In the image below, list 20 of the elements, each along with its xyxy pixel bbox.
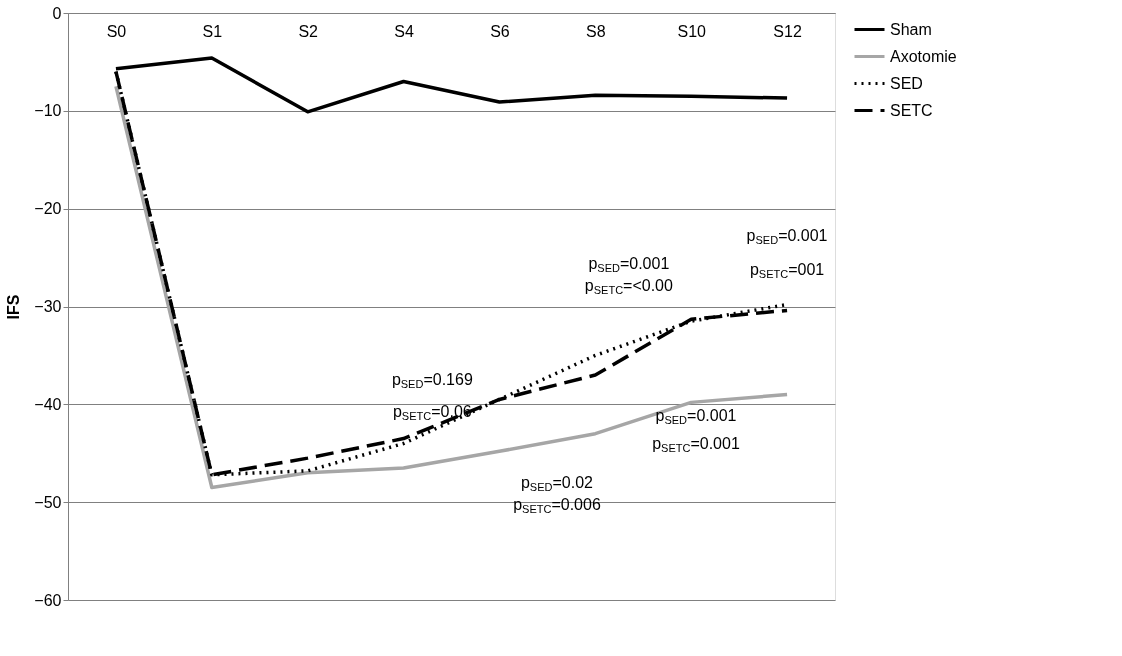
legend-label: Axotomie bbox=[890, 47, 957, 65]
legend-label: SED bbox=[890, 74, 923, 92]
x-tick-label: S10 bbox=[677, 22, 707, 40]
y-tick-label: −60 bbox=[34, 591, 62, 609]
y-tick-label: −10 bbox=[34, 102, 62, 120]
y-tick-label: 0 bbox=[52, 4, 62, 22]
y-axis-title: IFS bbox=[5, 294, 23, 320]
x-tick-label: S1 bbox=[202, 22, 223, 40]
y-tick-label: −50 bbox=[34, 493, 62, 511]
legend-label: Sham bbox=[890, 20, 932, 38]
y-tick-label: −40 bbox=[34, 395, 62, 413]
y-tick-label: −20 bbox=[34, 200, 62, 218]
legend-label: SETC bbox=[890, 101, 933, 119]
x-tick-label: S6 bbox=[490, 22, 510, 40]
x-tick-label: S0 bbox=[106, 22, 127, 40]
x-tick-label: S2 bbox=[298, 22, 319, 40]
x-tick-label: S12 bbox=[773, 22, 802, 40]
x-tick-label: S4 bbox=[394, 22, 414, 40]
x-tick-label: S8 bbox=[586, 22, 606, 40]
y-tick-label: −30 bbox=[34, 298, 62, 315]
